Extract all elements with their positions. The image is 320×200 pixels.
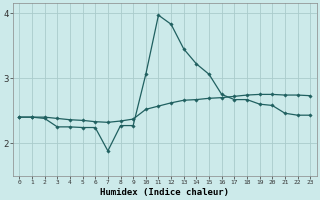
X-axis label: Humidex (Indice chaleur): Humidex (Indice chaleur) (100, 188, 229, 197)
